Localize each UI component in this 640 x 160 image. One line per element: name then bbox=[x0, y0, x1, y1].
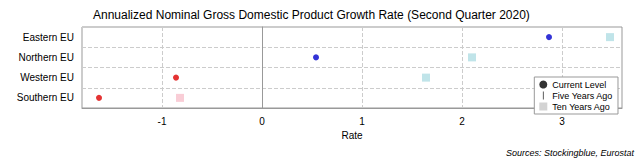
svg-text:-1: -1 bbox=[158, 116, 167, 127]
svg-text:Ten Years Ago: Ten Years Ago bbox=[552, 102, 610, 112]
svg-text:Western EU: Western EU bbox=[20, 72, 74, 83]
svg-text:2: 2 bbox=[459, 116, 465, 127]
svg-text:Five Years Ago: Five Years Ago bbox=[552, 91, 612, 101]
svg-text:3: 3 bbox=[559, 116, 565, 127]
svg-text:Sources: Stockingblue, Eurosta: Sources: Stockingblue, Eurostat bbox=[506, 148, 635, 158]
svg-text:1: 1 bbox=[359, 116, 365, 127]
svg-text:Southern EU: Southern EU bbox=[17, 92, 74, 103]
svg-text:0: 0 bbox=[259, 116, 265, 127]
svg-text:Current Level: Current Level bbox=[552, 80, 606, 90]
svg-text:Eastern EU: Eastern EU bbox=[23, 32, 74, 43]
svg-text:Rate: Rate bbox=[341, 130, 363, 141]
svg-text:Northern EU: Northern EU bbox=[18, 52, 74, 63]
svg-text:Annualized Nominal Gross Domes: Annualized Nominal Gross Domestic Produc… bbox=[93, 8, 530, 22]
